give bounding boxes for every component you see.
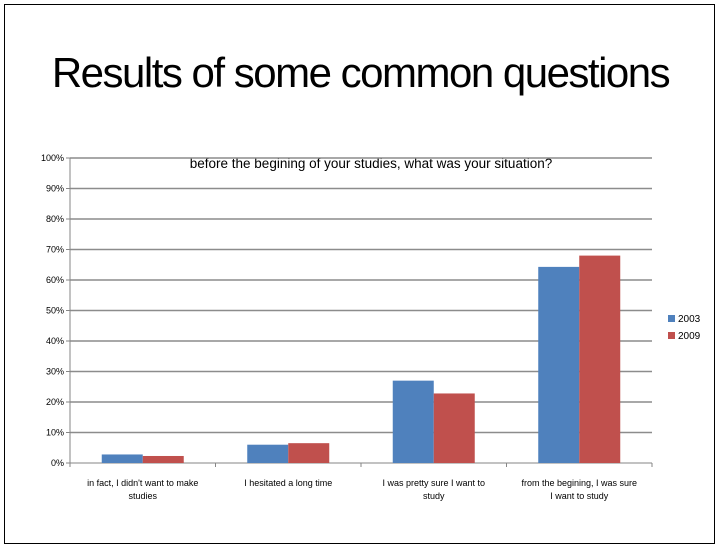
legend-swatch-2003 bbox=[668, 315, 675, 322]
y-tick-label: 80% bbox=[46, 214, 64, 224]
y-tick-label: 100% bbox=[41, 153, 64, 163]
bar-2009-2 bbox=[288, 443, 329, 463]
x-axis: in fact, I didn't want to make studies I h… bbox=[70, 463, 652, 501]
bar-2003-3 bbox=[393, 381, 434, 463]
y-tick-label: 60% bbox=[46, 275, 64, 285]
x-category-label: I want to study bbox=[550, 491, 609, 501]
bar-2003-1 bbox=[102, 454, 143, 463]
bar-2003-2 bbox=[247, 445, 288, 463]
y-tick-label: 90% bbox=[46, 184, 64, 194]
legend-label-2009: 2009 bbox=[678, 331, 701, 342]
y-tick-label: 40% bbox=[46, 336, 64, 346]
bar-2009-3 bbox=[434, 393, 475, 463]
y-tick-label: 20% bbox=[46, 397, 64, 407]
y-tick-label: 50% bbox=[46, 306, 64, 316]
y-tick-label: 30% bbox=[46, 367, 64, 377]
x-category-label: study bbox=[423, 491, 445, 501]
legend: 2003 2009 bbox=[668, 314, 701, 342]
y-tick-label: 70% bbox=[46, 245, 64, 255]
legend-label-2003: 2003 bbox=[678, 314, 701, 325]
y-axis: 0% 10% 20% 30% 40% 50% 60% 70% 80% 90% 100% bbox=[41, 153, 70, 468]
legend-swatch-2009 bbox=[668, 332, 675, 339]
bar-2009-1 bbox=[143, 456, 184, 463]
x-category-label: I hesitated a long time bbox=[244, 478, 332, 488]
bar-2003-4 bbox=[538, 267, 579, 463]
x-category-label: studies bbox=[128, 491, 157, 501]
bar-2009-4 bbox=[579, 256, 620, 463]
x-category-label: in fact, I didn't want to make bbox=[87, 478, 198, 488]
y-tick-label: 0% bbox=[51, 458, 64, 468]
x-category-label: I was pretty sure I want to bbox=[382, 478, 485, 488]
y-tick-label: 10% bbox=[46, 428, 64, 438]
x-category-label: from the begining, I was sure bbox=[521, 478, 637, 488]
